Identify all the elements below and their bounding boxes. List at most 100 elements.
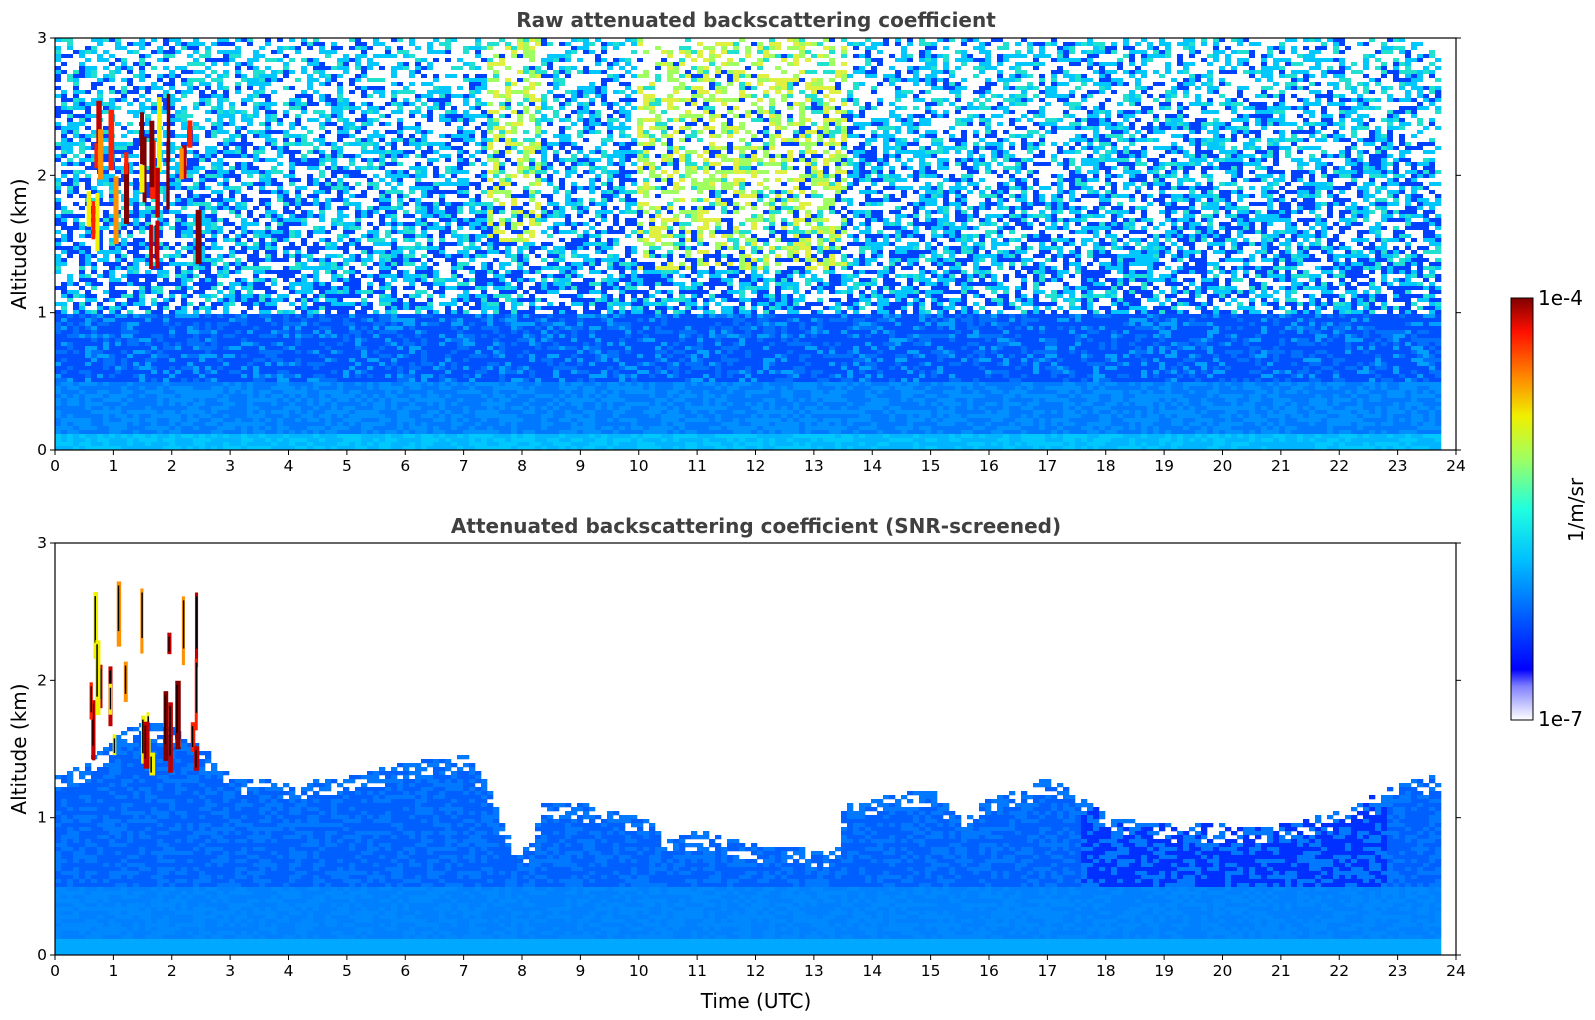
heatmap-cell <box>187 114 193 118</box>
heatmap-cell <box>235 74 241 78</box>
heatmap-cell <box>211 138 217 142</box>
heatmap-cell <box>67 294 73 298</box>
heatmap-cell <box>121 326 127 330</box>
heatmap-cell <box>277 338 283 342</box>
heatmap-cell <box>307 142 313 146</box>
heatmap-cell <box>343 90 349 94</box>
heatmap-cell <box>307 90 313 94</box>
heatmap-cell <box>265 350 271 354</box>
heatmap-cell <box>139 402 145 406</box>
heatmap-cell <box>277 194 283 198</box>
heatmap-cell <box>229 38 235 42</box>
heatmap-cell <box>223 410 229 414</box>
heatmap-cell <box>253 250 259 254</box>
heatmap-cell <box>139 434 145 438</box>
heatmap-cell <box>301 374 307 378</box>
heatmap-cell <box>295 414 301 418</box>
heatmap-cell <box>253 150 259 154</box>
heatmap-cell <box>91 374 97 378</box>
heatmap-cell <box>187 158 193 162</box>
heatmap-cell <box>133 86 139 90</box>
heatmap-cell <box>85 314 91 318</box>
heatmap-cell <box>151 354 157 358</box>
heatmap-cell <box>67 102 73 106</box>
heatmap-cell <box>277 102 283 106</box>
heatmap-cell <box>121 98 127 102</box>
heatmap-cell <box>145 418 151 422</box>
heatmap-cell <box>127 110 133 114</box>
heatmap-cell <box>187 326 193 330</box>
heatmap-cell <box>169 334 175 338</box>
heatmap-cell <box>247 214 253 218</box>
heatmap-cell <box>103 46 109 50</box>
heatmap-cell <box>181 402 187 406</box>
heatmap-cell <box>295 238 301 242</box>
heatmap-cell <box>61 330 67 334</box>
heatmap-cell <box>175 402 181 406</box>
heatmap-cell <box>61 282 67 286</box>
heatmap-cell <box>145 358 151 362</box>
heatmap-cell <box>139 46 145 50</box>
heatmap-cell <box>217 354 223 358</box>
heatmap-cell <box>223 42 229 46</box>
heatmap-cell <box>289 190 295 194</box>
heatmap-cell <box>133 326 139 330</box>
heatmap-cell <box>79 150 85 154</box>
heatmap-cell <box>175 298 181 302</box>
heatmap-cell <box>199 114 205 118</box>
heatmap-cell <box>217 130 223 134</box>
heatmap-cell <box>331 358 337 362</box>
heatmap-cell <box>319 406 325 410</box>
heatmap-cell <box>103 438 109 442</box>
heatmap-cell <box>91 306 97 310</box>
heatmap-cell <box>283 326 289 330</box>
heatmap-cell <box>103 314 109 318</box>
heatmap-cell <box>199 410 205 414</box>
heatmap-cell <box>283 210 289 214</box>
heatmap-cell <box>61 346 67 350</box>
heatmap-cell <box>331 142 337 146</box>
heatmap-cell <box>337 210 343 214</box>
heatmap-cell <box>265 370 271 374</box>
heatmap-cell <box>175 210 181 214</box>
heatmap-cell <box>73 322 79 326</box>
heatmap-cell <box>235 330 241 334</box>
heatmap-cell <box>247 62 253 66</box>
heatmap-cell <box>271 86 277 90</box>
heatmap-cell <box>265 310 271 314</box>
heatmap-cell <box>133 230 139 234</box>
heatmap-cell <box>211 346 217 350</box>
heatmap-cell <box>73 134 79 138</box>
heatmap-cell <box>181 314 187 318</box>
heatmap-cell <box>175 38 181 42</box>
heatmap-cell <box>259 290 265 294</box>
heatmap-cell <box>61 46 67 50</box>
heatmap-cell <box>229 346 235 350</box>
heatmap-cell <box>283 202 289 206</box>
heatmap-cell <box>343 138 349 142</box>
heatmap-cell <box>289 174 295 178</box>
heatmap-cell <box>127 102 133 106</box>
heatmap-cell <box>235 254 241 258</box>
heatmap-cell <box>313 94 319 98</box>
heatmap-cell <box>325 86 331 90</box>
heatmap-cell <box>133 338 139 342</box>
heatmap-cell <box>271 106 277 110</box>
heatmap-cell <box>295 366 301 370</box>
heatmap-cell <box>253 322 259 326</box>
heatmap-cell <box>127 46 133 50</box>
heatmap-cell <box>235 162 241 166</box>
heatmap-cell <box>115 266 121 270</box>
heatmap-cell <box>169 310 175 314</box>
heatmap-cell <box>325 342 331 346</box>
heatmap-cell <box>223 434 229 438</box>
heatmap-cell <box>133 334 139 338</box>
heatmap-cell <box>199 286 205 290</box>
heatmap-cell <box>115 118 121 122</box>
heatmap-cell <box>103 378 109 382</box>
heatmap-cell <box>295 362 301 366</box>
heatmap-cell <box>187 262 193 266</box>
heatmap-cell <box>127 410 133 414</box>
heatmap-cell <box>91 262 97 266</box>
heatmap-cell <box>235 262 241 266</box>
